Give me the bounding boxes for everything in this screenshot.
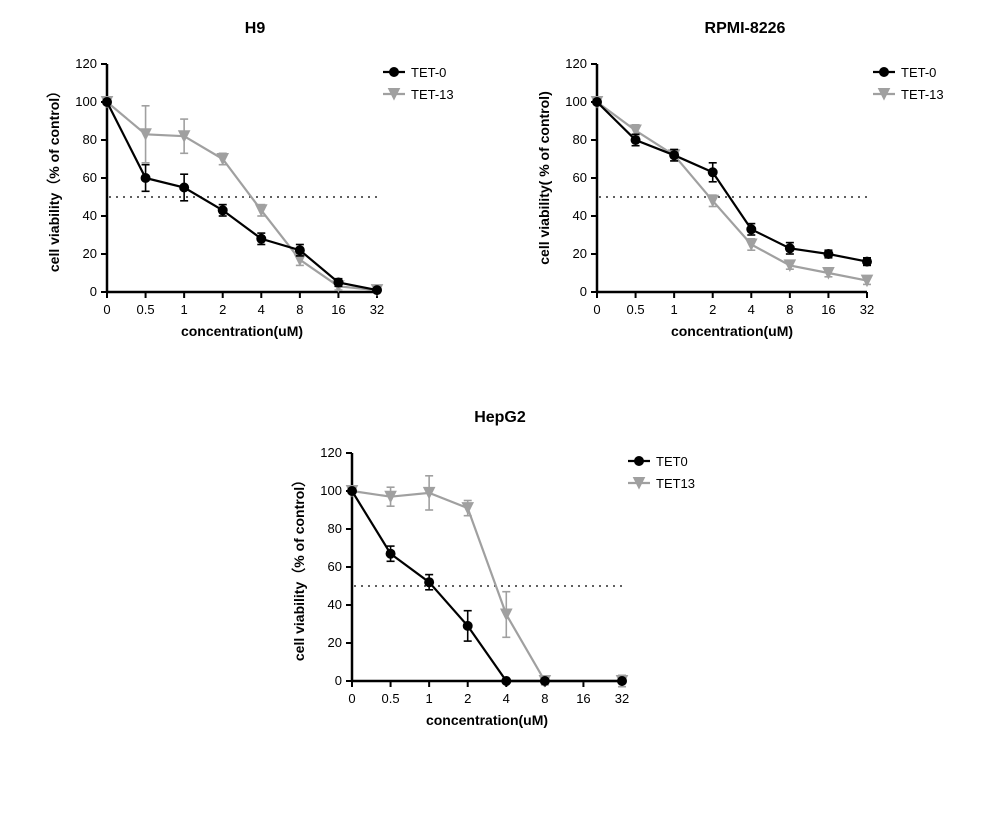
svg-text:1: 1 [181,302,188,317]
chart-svg-hepg2: 0 20 40 60 80 100 120 0 0.5 1 2 4 8 16 32 concentration… [280,433,720,763]
svg-text:120: 120 [565,56,587,71]
svg-text:32: 32 [860,302,874,317]
svg-text:2: 2 [464,691,471,706]
svg-text:concentration(uM): concentration(uM) [671,323,793,339]
svg-text:0: 0 [90,284,97,299]
svg-text:0.5: 0.5 [137,302,155,317]
svg-text:60: 60 [83,170,97,185]
svg-text:16: 16 [331,302,345,317]
svg-text:8: 8 [296,302,303,317]
svg-text:80: 80 [573,132,587,147]
svg-text:1: 1 [426,691,433,706]
chart-title-hepg2: HepG2 [280,409,720,427]
svg-text:16: 16 [576,691,590,706]
svg-text:80: 80 [83,132,97,147]
svg-text:TET-0: TET-0 [901,65,936,80]
svg-text:2: 2 [709,302,716,317]
svg-text:32: 32 [615,691,629,706]
svg-text:20: 20 [328,635,342,650]
chart-hepg2: HepG2 0 20 40 60 80 100 120 0 0.5 1 2 4 8 16 32 concent… [280,409,720,768]
svg-text:4: 4 [748,302,755,317]
bottom-row: HepG2 0 20 40 60 80 100 120 0 0.5 1 2 4 8 16 32 concent… [20,409,980,768]
svg-text:16: 16 [821,302,835,317]
chart-title-h9: H9 [35,20,475,38]
svg-text:100: 100 [320,483,342,498]
svg-text:80: 80 [328,521,342,536]
top-row: H9 02040608010012000.512481632concentrat… [20,20,980,379]
chart-svg-h9: 0 20 40 60 80 100 120 0 0.5 1 2 4 8 16 32 concentration… [35,44,475,374]
svg-text:TET-0: TET-0 [411,65,446,80]
svg-text:2: 2 [219,302,226,317]
svg-text:60: 60 [573,170,587,185]
svg-text:0: 0 [348,691,355,706]
svg-text:4: 4 [258,302,265,317]
svg-text:cell viability( % of control): cell viability( % of control) [536,91,552,264]
svg-text:0: 0 [103,302,110,317]
chart-h9: H9 0 20 40 60 80 100 120 0 0.5 1 2 4 8 16 32 concentrat… [35,20,475,379]
svg-text:0: 0 [593,302,600,317]
svg-text:0: 0 [335,673,342,688]
chart-rpmi: RPMI-8226 0 20 40 60 80 100 120 0 0.5 1 2 4 8 16 32 con… [525,20,965,379]
svg-text:cell viability（% of control）: cell viability（% of control） [291,473,307,661]
chart-svg-rpmi: 0 20 40 60 80 100 120 0 0.5 1 2 4 8 16 32 concentration… [525,44,965,374]
svg-text:4: 4 [503,691,510,706]
svg-text:concentration(uM): concentration(uM) [426,712,548,728]
svg-text:120: 120 [320,445,342,460]
svg-text:100: 100 [565,94,587,109]
svg-text:0.5: 0.5 [627,302,645,317]
svg-text:20: 20 [83,246,97,261]
svg-text:TET-13: TET-13 [411,87,454,102]
svg-text:8: 8 [786,302,793,317]
svg-text:40: 40 [573,208,587,223]
svg-text:TET-13: TET-13 [901,87,944,102]
svg-text:20: 20 [573,246,587,261]
svg-text:cell viability（% of control）: cell viability（% of control） [46,84,62,272]
svg-text:60: 60 [328,559,342,574]
svg-text:8: 8 [541,691,548,706]
svg-text:1: 1 [671,302,678,317]
chart-title-rpmi: RPMI-8226 [525,20,965,38]
svg-text:TET13: TET13 [656,476,695,491]
svg-text:0.5: 0.5 [382,691,400,706]
svg-text:40: 40 [328,597,342,612]
svg-text:32: 32 [370,302,384,317]
svg-text:100: 100 [75,94,97,109]
svg-text:TET0: TET0 [656,454,688,469]
svg-text:120: 120 [75,56,97,71]
svg-text:0: 0 [580,284,587,299]
svg-text:concentration(uM): concentration(uM) [181,323,303,339]
svg-text:40: 40 [83,208,97,223]
